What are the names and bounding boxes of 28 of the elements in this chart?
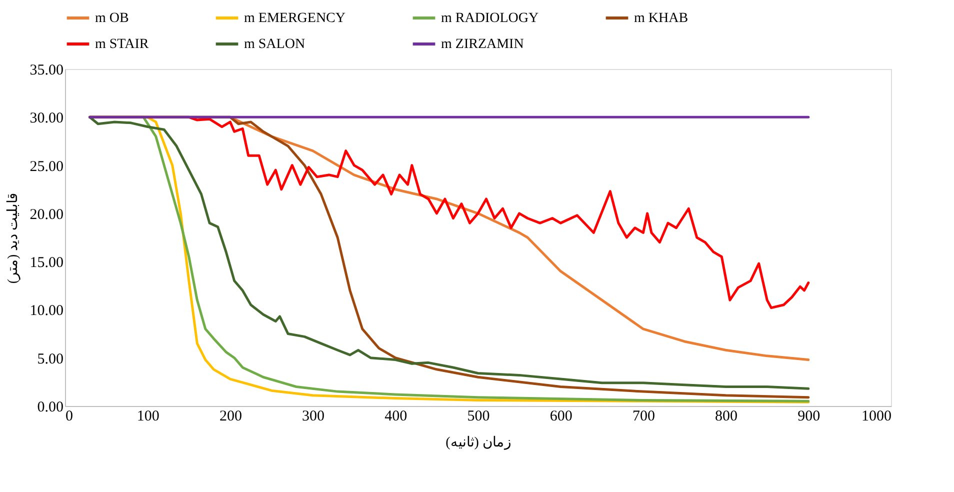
legend-label: m OB xyxy=(95,11,129,26)
x-tick-label: 500 xyxy=(467,408,490,424)
x-tick-label: 600 xyxy=(550,408,572,424)
y-axis-title: قابلیت دید (متر) xyxy=(6,192,21,284)
legend-label: m KHAB xyxy=(634,11,688,26)
legend-label: m ZIRZAMIN xyxy=(441,37,524,52)
y-tick-label: 10.00 xyxy=(30,303,64,320)
x-axis-title: زمان (ثانیه) xyxy=(446,436,512,450)
x-tick-label: 100 xyxy=(136,408,160,424)
legend-label: m SALON xyxy=(244,37,306,52)
y-tick-label: 5.00 xyxy=(37,351,64,368)
legend-label: m RADIOLOGY xyxy=(441,11,539,26)
x-tick-label: 300 xyxy=(302,408,325,424)
y-tick-label: 25.00 xyxy=(30,158,64,175)
x-tick-label: 700 xyxy=(632,408,655,424)
x-tick-label: 400 xyxy=(384,408,408,424)
x-tick-label: 900 xyxy=(798,408,820,424)
x-tick-label: 200 xyxy=(219,408,242,424)
legend-label: m EMERGENCY xyxy=(244,11,346,26)
y-tick-label: 0.00 xyxy=(37,400,64,416)
y-tick-label: 15.00 xyxy=(30,255,64,272)
y-tick-label: 30.00 xyxy=(30,110,64,127)
y-tick-label: 20.00 xyxy=(30,206,64,223)
legend-label: m STAIR xyxy=(95,37,150,52)
x-tick-label: 800 xyxy=(715,408,738,424)
x-tick-label: 0 xyxy=(66,408,73,424)
y-tick-label: 35.00 xyxy=(30,62,64,78)
x-tick-label: 1000 xyxy=(862,408,892,424)
